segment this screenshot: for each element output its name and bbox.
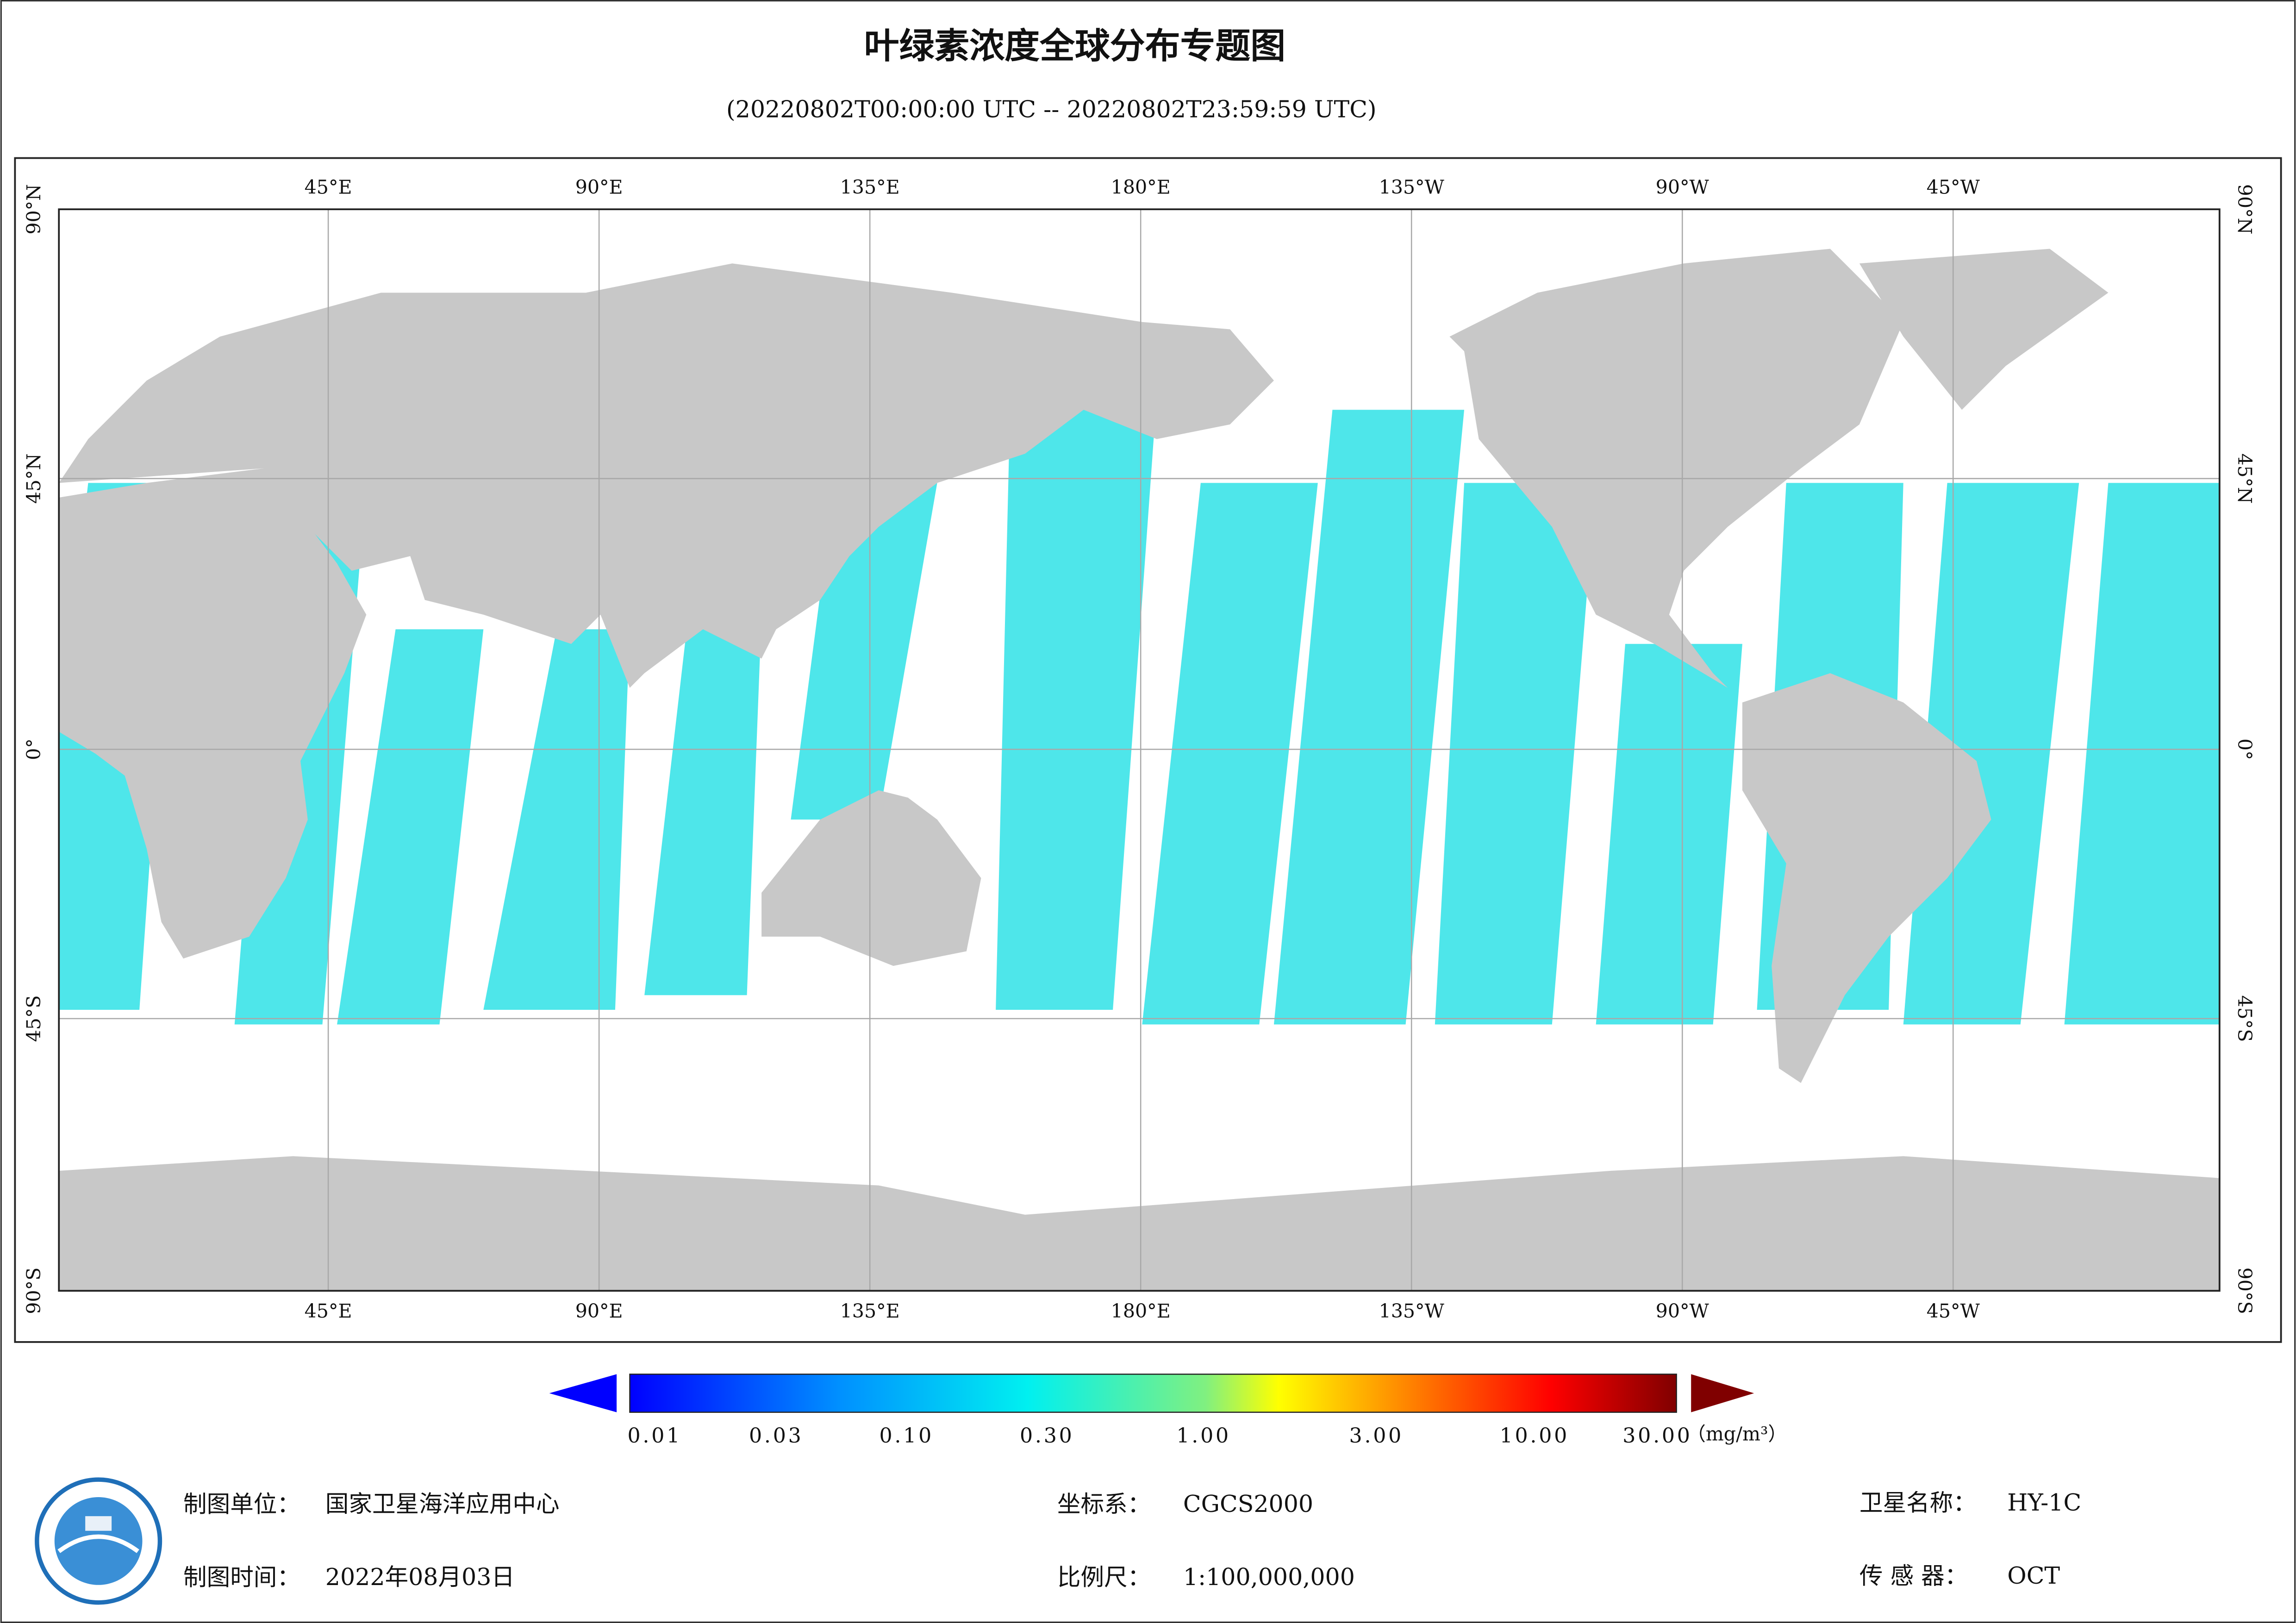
footer-label: 卫星名称： — [1859, 1489, 1977, 1516]
swath — [1273, 410, 1465, 1025]
lon-label: 180°E — [1111, 176, 1171, 198]
lon-label: 180°E — [1111, 1300, 1171, 1322]
footer-value: OCT — [2007, 1562, 2060, 1589]
colorbar-low-arrow — [549, 1374, 617, 1412]
lon-label: 135°E — [840, 1300, 900, 1322]
lat-label: 0° — [2234, 739, 2256, 760]
colorbar-tick-label: 0.30 — [1020, 1424, 1074, 1448]
lon-label: 45°W — [1927, 176, 1980, 198]
map — [59, 209, 2220, 1291]
graticule-labels: 45°E 45°E 90°E 90°E 135°E 135°E 180°E 180°E 135°… — [23, 176, 2256, 1322]
lon-label: 90°W — [1656, 176, 1710, 198]
footer-label: 坐标系： — [1057, 1491, 1151, 1518]
footer-value: HY-1C — [2007, 1489, 2081, 1516]
lat-label: 45°N — [2234, 454, 2256, 504]
lat-label: 90°N — [2234, 184, 2256, 235]
swath — [1142, 483, 1318, 1025]
lon-label: 45°E — [305, 176, 352, 198]
footer-label: 制图单位： — [183, 1491, 300, 1518]
logo-wave — [57, 1534, 139, 1553]
colorbar-ramp — [629, 1374, 1677, 1413]
lon-label: 90°W — [1656, 1300, 1710, 1322]
map-border — [58, 208, 2221, 1292]
footer-value: 1:100,000,000 — [1183, 1563, 1355, 1591]
lat-label: 0° — [23, 739, 45, 760]
lon-label: 45°W — [1927, 1300, 1980, 1322]
swath — [644, 615, 762, 995]
colorbar-tick-label: 3.00 — [1349, 1424, 1404, 1448]
colorbar-unit: （mg/m³） — [1687, 1423, 1787, 1445]
lon-label: 90°E — [575, 1300, 623, 1322]
lon-label: 135°W — [1379, 1300, 1445, 1322]
lon-label: 135°E — [840, 176, 900, 198]
north-america — [1449, 249, 1903, 688]
swath — [996, 395, 1157, 1010]
lon-label: 90°E — [575, 176, 623, 198]
colorbar-tick-label: 0.10 — [879, 1424, 934, 1448]
lat-label: 45°S — [2234, 995, 2256, 1042]
colorbar-ticks: 0.01 0.03 0.10 0.30 1.00 3.00 10.00 30.00（mg/m³… — [628, 1423, 1787, 1448]
lon-label: 45°E — [305, 1300, 352, 1322]
logo — [35, 1477, 162, 1605]
lat-label: 90°S — [23, 1268, 45, 1314]
footer-label: 比例尺： — [1057, 1564, 1151, 1591]
colorbar-tick-label: 10.00 — [1500, 1424, 1569, 1448]
footer-value: 2022年08月03日 — [325, 1563, 515, 1591]
colorbar-tick-label: 1.00 — [1176, 1424, 1231, 1448]
swath — [1903, 483, 2079, 1025]
lat-label: 45°N — [23, 454, 45, 504]
africa — [59, 468, 367, 959]
lat-label: 90°N — [23, 184, 45, 235]
logo-globe — [54, 1497, 143, 1585]
swath — [2064, 483, 2220, 1025]
greenland — [1859, 249, 2109, 410]
colorbar-tick-label: 0.01 — [628, 1424, 682, 1448]
graticule — [59, 209, 2220, 1291]
lat-label: 45°S — [23, 995, 45, 1042]
map-frame — [14, 157, 2282, 1343]
swath — [483, 629, 630, 1010]
colorbar-high-arrow — [1691, 1374, 1754, 1412]
colorbar-tick-label: 0.03 — [749, 1424, 804, 1448]
swath — [337, 629, 484, 1025]
footer-value: 国家卫星海洋应用中心 — [325, 1490, 560, 1517]
subtitle: (20220802T00:00:00 UTC -- 20220802T23:59… — [726, 95, 1377, 123]
colorbar-tick-label: 30.00 — [1622, 1424, 1692, 1448]
footer-label: 传 感 器： — [1859, 1562, 1968, 1589]
footer-value: CGCS2000 — [1183, 1490, 1313, 1517]
lat-label: 90°S — [2234, 1268, 2256, 1314]
logo-satellite — [85, 1516, 112, 1531]
lon-label: 135°W — [1379, 176, 1445, 198]
footer-label: 制图时间： — [183, 1564, 300, 1591]
australia — [761, 790, 981, 966]
swath — [1596, 644, 1742, 1025]
title: 叶绿素浓度全球分布专题图 — [864, 25, 1286, 66]
colorbar — [549, 1374, 1754, 1413]
south-america — [1742, 673, 1991, 1083]
eurasia — [59, 263, 1274, 688]
swath — [1435, 483, 1596, 1025]
